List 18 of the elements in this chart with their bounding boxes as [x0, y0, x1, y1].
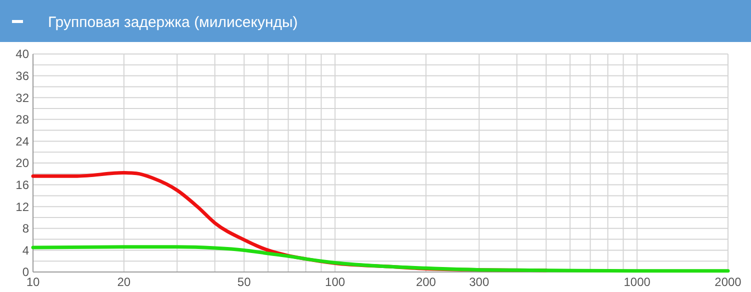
x-tick-label: 50: [237, 275, 252, 289]
y-tick-label: 32: [16, 90, 30, 105]
y-tick-label: 24: [16, 134, 30, 148]
x-tick-label: 20: [117, 275, 131, 289]
x-tick-label: 200: [416, 275, 436, 289]
y-tick-label: 36: [16, 69, 30, 83]
x-tick-label: 1000: [624, 275, 651, 289]
chart-title: Групповая задержка (милисекунды): [48, 14, 298, 31]
y-tick-label: 40: [16, 47, 30, 62]
y-tick-label: 20: [16, 156, 30, 170]
x-tick-label: 100: [325, 275, 346, 289]
x-tick-label: 2000: [714, 275, 742, 289]
y-tick-label: 12: [16, 200, 30, 214]
y-tick-label: 8: [22, 222, 30, 236]
y-tick-label: 28: [16, 112, 30, 127]
x-tick-label: 300: [469, 275, 490, 289]
y-tick-label: 4: [22, 243, 30, 258]
y-tick-label: 16: [16, 178, 30, 192]
